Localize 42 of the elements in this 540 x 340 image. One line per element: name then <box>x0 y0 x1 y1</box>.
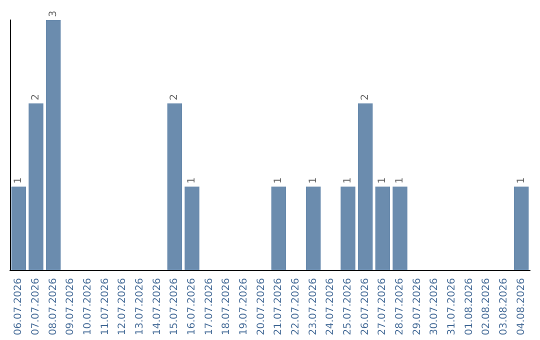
x-tick-label: 26.07.2026 <box>360 278 371 336</box>
data-label: 1 <box>273 177 284 184</box>
x-tick-label: 09.07.2026 <box>65 278 76 336</box>
x-tick-label: 12.07.2026 <box>117 278 128 336</box>
x-tick-label: 08.07.2026 <box>48 278 59 336</box>
x-tick-label: 22.07.2026 <box>290 278 302 336</box>
x-tick-label: 07.07.2026 <box>30 278 42 336</box>
x-tick-label: 23.07.2026 <box>308 278 319 336</box>
x-tick-label: 04.08.2026 <box>516 278 527 336</box>
data-label: 1 <box>516 177 527 184</box>
x-tick-label: 25.07.2026 <box>342 278 354 336</box>
data-label: 1 <box>13 177 24 184</box>
x-tick-label: 21.07.2026 <box>273 278 284 336</box>
x-tick-label: 19.07.2026 <box>238 278 250 336</box>
data-label: 1 <box>394 177 406 184</box>
x-tick-label: 11.07.2026 <box>100 278 111 336</box>
data-label: 1 <box>342 177 354 184</box>
data-label: 2 <box>30 94 42 100</box>
x-tick-label: 15.07.2026 <box>169 278 180 336</box>
x-tick-label: 20.07.2026 <box>256 278 267 336</box>
x-tick-label: 30.07.2026 <box>429 278 440 336</box>
data-label: 1 <box>377 177 388 184</box>
data-label: 1 <box>186 177 198 184</box>
data-label: 1 <box>308 177 319 184</box>
x-tick-label: 27.07.2026 <box>377 278 388 336</box>
data-label: 3 <box>48 10 59 17</box>
x-tick-label: 16.07.2026 <box>186 278 198 336</box>
x-tick-label: 10.07.2026 <box>82 278 94 336</box>
x-tick-label: 18.07.2026 <box>221 278 232 336</box>
x-tick-label: 14.07.2026 <box>152 278 163 336</box>
x-tick-label: 31.07.2026 <box>446 278 458 336</box>
data-label: 2 <box>169 94 180 100</box>
data-label: 2 <box>360 94 371 100</box>
x-tick-label: 01.08.2026 <box>464 278 475 336</box>
x-tick-label: 28.07.2026 <box>394 278 406 336</box>
x-tick-label: 24.07.2026 <box>325 278 336 336</box>
x-tick-label: 13.07.2026 <box>134 278 146 336</box>
x-tick-label: 17.07.2026 <box>204 278 215 336</box>
x-tick-label: 02.08.2026 <box>481 278 492 336</box>
x-tick-label: 29.07.2026 <box>412 278 423 336</box>
x-tick-label: 03.08.2026 <box>498 278 510 336</box>
x-tick-label: 06.07.2026 <box>13 278 24 336</box>
